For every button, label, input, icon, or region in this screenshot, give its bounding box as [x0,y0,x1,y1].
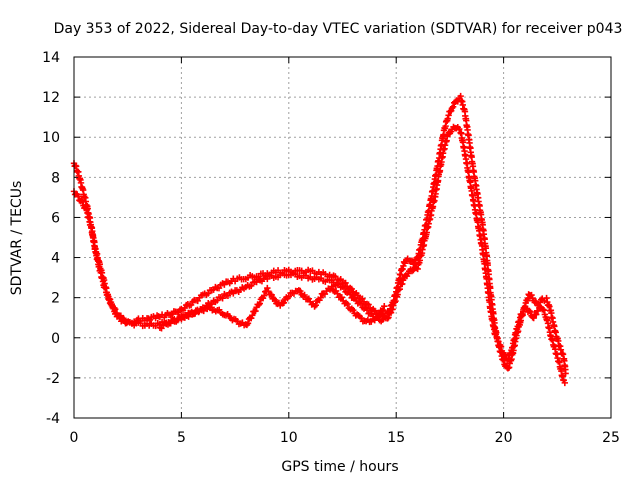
data-point [351,294,358,301]
x-tick-label: 10 [280,430,298,446]
x-tick-label: 25 [602,430,620,446]
data-point [375,313,382,320]
data-point [497,343,505,350]
y-tick-label: 0 [51,331,60,347]
data-point [270,295,277,302]
data-point [268,291,275,299]
data-point [219,295,226,302]
x-tick-label: 5 [177,430,186,446]
data-point [312,301,320,309]
data-point [260,292,268,299]
data-point [79,198,86,206]
data-point [363,306,371,314]
data-point [540,306,548,314]
data-point [342,279,349,287]
data-point [348,285,355,293]
data-point [378,307,386,315]
y-tick-label: 10 [42,130,60,146]
data-point [215,284,223,292]
data-point [495,338,502,345]
data-point [334,290,341,297]
data-point [112,306,119,313]
y-tick-label: 14 [42,50,60,66]
data-point [301,291,308,299]
data-marks [70,92,569,387]
data-point [537,296,545,303]
data-point [385,314,392,321]
data-point [561,379,569,387]
data-point [365,301,372,308]
axis-ticks [73,56,612,419]
y-axis-label: SDTVAR / TECUs [9,181,25,296]
data-point [344,300,351,308]
data-point [317,294,324,301]
data-point [297,287,304,295]
data-point [384,315,391,322]
data-point [493,334,500,341]
data-point [445,112,452,119]
y-tick-label: 4 [51,251,60,267]
data-point [264,284,271,292]
y-tick-label: 12 [42,90,60,106]
data-point [120,315,127,322]
data-point [328,283,335,290]
data-point [381,302,388,310]
data-point [371,316,378,324]
y-tick-label: -4 [46,411,60,427]
data-point [285,293,292,300]
y-tick-label: 2 [51,291,60,307]
data-point [368,310,375,317]
data-point [252,307,259,315]
data-point [271,296,279,304]
data-point [449,103,457,110]
data-point [526,307,533,315]
data-point [75,193,82,200]
y-tick-label: 8 [51,170,60,186]
data-point [350,306,357,314]
chart-title: Day 353 of 2022, Sidereal Day-to-day VTE… [54,21,623,37]
data-point [340,284,348,292]
data-point [357,300,365,307]
data-point [280,299,288,307]
data-point [528,291,535,299]
data-point [379,306,387,314]
x-tick-label: 20 [495,430,513,446]
data-point [519,310,526,318]
data-point [244,320,252,327]
y-tick-label: 6 [51,210,60,226]
data-point [338,294,345,301]
data-point [111,304,118,312]
data-point [255,301,262,309]
data-point [492,331,500,338]
data-point [205,290,212,297]
data-point [346,291,354,298]
data-point [248,282,255,289]
data-point [444,115,451,122]
data-point [456,125,463,133]
data-point [332,273,339,280]
data-point [107,298,115,306]
data-point [399,280,406,288]
y-tick-labels: -4 -2 0 2 4 6 8 10 12 14 [42,50,60,427]
data-point [256,300,264,307]
data-point [527,308,534,316]
x-axis-label: GPS time / hours [281,459,398,475]
gridlines [74,57,611,418]
y-tick-label: -2 [46,371,60,387]
data-point [214,297,221,304]
x-tick-label: 0 [70,430,79,446]
x-tick-labels: 0 5 10 15 20 25 [70,430,620,446]
data-point [82,205,90,212]
data-point [249,312,256,319]
plot-frame [73,56,612,419]
data-point [387,309,395,316]
x-tick-label: 15 [387,430,405,446]
data-point [337,275,344,283]
data-point [187,301,195,309]
data-point [530,314,537,322]
data-point [533,311,540,318]
